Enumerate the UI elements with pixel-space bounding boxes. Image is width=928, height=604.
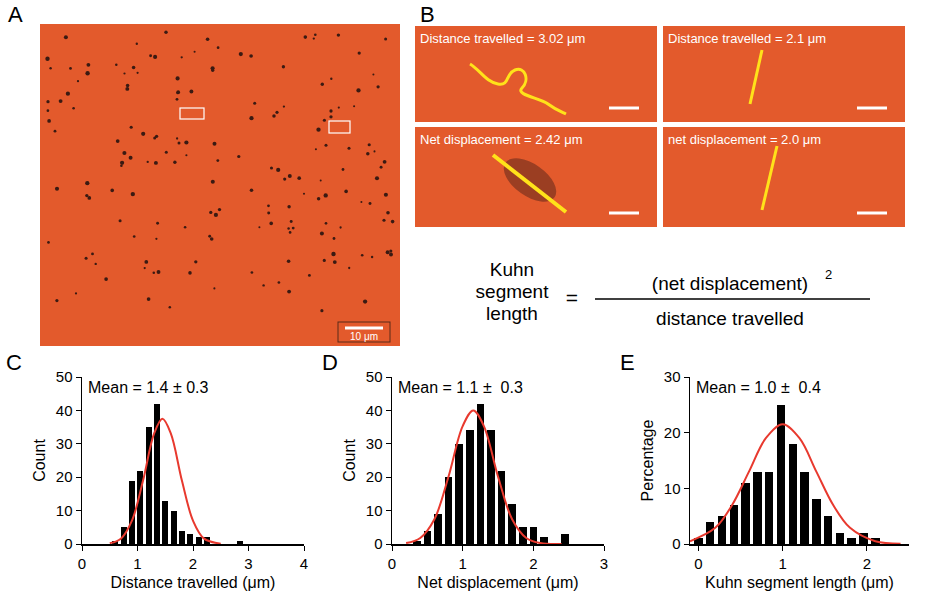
- svg-text:Percentage: Percentage: [639, 419, 656, 501]
- svg-text:10: 10: [664, 480, 681, 497]
- svg-text:50: 50: [366, 368, 383, 385]
- svg-text:0: 0: [64, 535, 72, 552]
- svg-text:1: 1: [133, 555, 141, 572]
- svg-text:Distance travelled = 3.02 μm: Distance travelled = 3.02 μm: [420, 31, 585, 46]
- svg-text:Net displacement (μm): Net displacement (μm): [417, 574, 578, 591]
- svg-text:B: B: [420, 2, 435, 27]
- svg-text:2: 2: [529, 555, 537, 572]
- svg-text:Count: Count: [31, 439, 48, 482]
- svg-text:20: 20: [56, 468, 73, 485]
- svg-text:Distance travelled = 2.1 μm: Distance travelled = 2.1 μm: [668, 31, 826, 46]
- svg-text:0: 0: [78, 555, 86, 572]
- svg-text:3: 3: [244, 555, 252, 572]
- svg-text:(net displacement): (net displacement): [652, 273, 808, 294]
- svg-text:2: 2: [825, 267, 832, 282]
- svg-text:10: 10: [366, 502, 383, 519]
- svg-text:30: 30: [366, 435, 383, 452]
- svg-text:40: 40: [56, 402, 73, 419]
- svg-text:Count: Count: [341, 439, 358, 482]
- html-text:C: C: [6, 350, 22, 375]
- svg-text:2: 2: [863, 555, 871, 572]
- html-text:D: D: [322, 350, 338, 375]
- svg-text:A: A: [8, 2, 23, 27]
- svg-text:50: 50: [56, 368, 73, 385]
- svg-text:10: 10: [56, 502, 73, 519]
- svg-text:30: 30: [664, 368, 681, 385]
- svg-text:Mean = 1.1 ± 0.3: Mean = 1.1 ± 0.3: [398, 379, 523, 396]
- svg-text:3: 3: [600, 555, 608, 572]
- svg-text:20: 20: [664, 424, 681, 441]
- svg-text:Kuhn segment length (μm): Kuhn segment length (μm): [705, 574, 894, 591]
- svg-text:1: 1: [458, 555, 466, 572]
- svg-text:30: 30: [56, 435, 73, 452]
- svg-text:0: 0: [374, 535, 382, 552]
- svg-text:10 μm: 10 μm: [350, 331, 378, 342]
- svg-text:1: 1: [778, 555, 786, 572]
- svg-text:Kuhn: Kuhn: [490, 259, 534, 280]
- svg-text:Mean = 1.0 ± 0.4: Mean = 1.0 ± 0.4: [696, 379, 821, 396]
- svg-text:distance travelled: distance travelled: [656, 308, 804, 329]
- svg-text:40: 40: [366, 402, 383, 419]
- svg-text:0: 0: [388, 555, 396, 572]
- svg-text:Net displacement = 2.42 μm: Net displacement = 2.42 μm: [420, 132, 583, 147]
- svg-text:Mean = 1.4 ± 0.3: Mean = 1.4 ± 0.3: [88, 379, 209, 396]
- svg-text:20: 20: [366, 468, 383, 485]
- svg-text:Distance travelled (μm): Distance travelled (μm): [111, 574, 276, 591]
- svg-text:4: 4: [300, 555, 308, 572]
- svg-text:2: 2: [189, 555, 197, 572]
- svg-text:length: length: [486, 303, 538, 324]
- html-text:E: E: [620, 350, 635, 375]
- svg-text:=: =: [566, 286, 578, 309]
- svg-text:0: 0: [672, 535, 680, 552]
- svg-text:segment: segment: [476, 281, 550, 302]
- svg-text:0: 0: [694, 555, 702, 572]
- svg-text:net displacement = 2.0 μm: net displacement = 2.0 μm: [668, 132, 821, 147]
